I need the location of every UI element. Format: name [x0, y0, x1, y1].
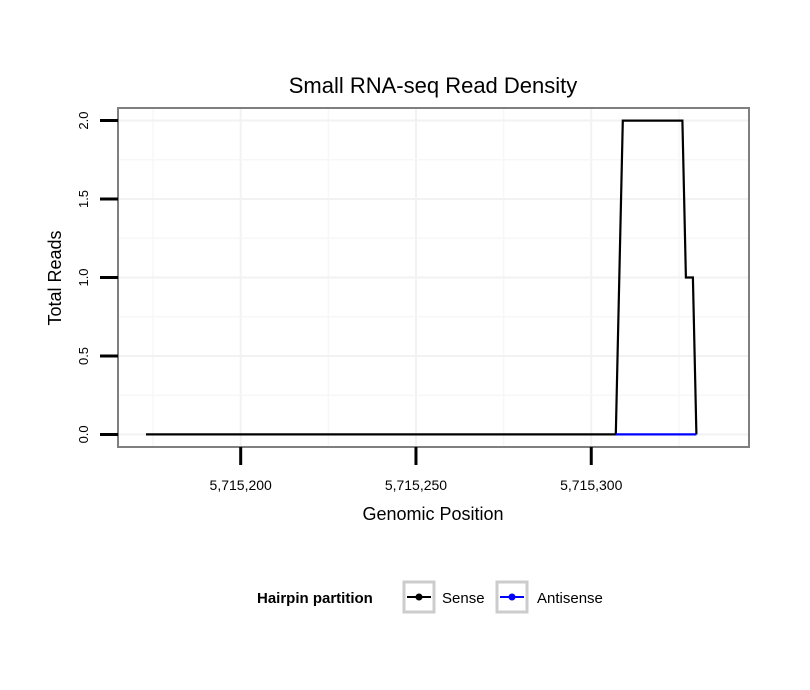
- y-tick-label: 1.5: [76, 190, 91, 208]
- grid: [118, 108, 749, 447]
- y-axis: 0.0 0.5 1.0 1.5 2.0: [76, 112, 118, 443]
- x-tick-label: 5,715,250: [385, 477, 447, 493]
- x-axis-label: Genomic Position: [362, 504, 503, 524]
- series-layer: [146, 119, 698, 436]
- legend-point-sense: [415, 593, 423, 601]
- x-tick-label: 5,715,200: [210, 477, 272, 493]
- legend: Hairpin partition Sense Antisense: [257, 580, 603, 614]
- legend-point-antisense: [508, 593, 516, 601]
- chart-title: Small RNA-seq Read Density: [289, 73, 578, 98]
- legend-title: Hairpin partition: [257, 590, 373, 607]
- x-axis: 5,715,200 5,715,250 5,715,300: [210, 447, 623, 493]
- y-tick-label: 0.5: [76, 347, 91, 365]
- y-tick-label: 0.0: [76, 425, 91, 443]
- legend-label-antisense: Antisense: [537, 590, 603, 607]
- x-tick-label: 5,715,300: [560, 477, 622, 493]
- legend-label-sense: Sense: [442, 590, 485, 607]
- y-tick-label: 1.0: [76, 268, 91, 286]
- y-axis-label: Total Reads: [45, 230, 65, 325]
- y-tick-label: 2.0: [76, 112, 91, 130]
